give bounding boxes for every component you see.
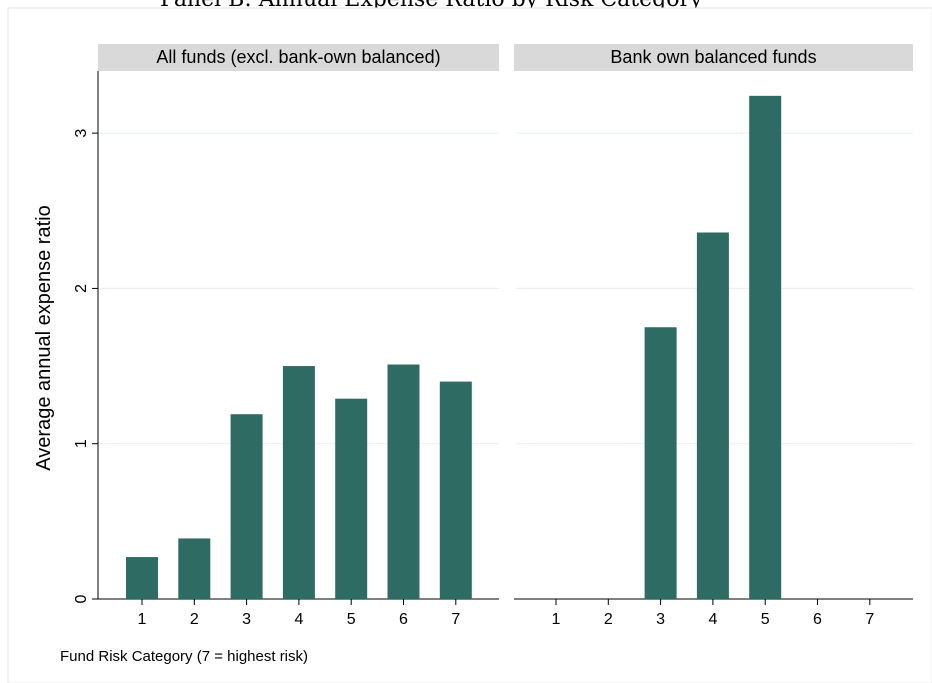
x-tick-label: 7 (451, 611, 460, 628)
x-tick-label: 4 (708, 611, 717, 628)
x-tick-label: 7 (865, 611, 874, 628)
panels: All funds (excl. bank-own balanced) 0 1 2 3 1… (73, 44, 913, 628)
bar (644, 327, 677, 599)
x-tick-label: 3 (656, 611, 665, 628)
bar (335, 398, 368, 599)
y-tick-label: 1 (73, 439, 90, 448)
panel-strip (98, 44, 499, 71)
x-tick-label: 5 (347, 611, 356, 628)
y-tick-label: 0 (73, 594, 90, 603)
x-tick-label: 3 (242, 611, 251, 628)
panel-title: Bank own balanced funds (610, 47, 816, 67)
bar (126, 557, 158, 599)
bar (230, 414, 263, 599)
x-tick-label: 4 (294, 611, 303, 628)
bar (387, 364, 420, 599)
y-tick-label: 2 (73, 284, 90, 293)
bar (282, 366, 315, 599)
bar (749, 95, 782, 600)
panel-1: All funds (excl. bank-own balanced) 0 1 2 3 1… (73, 44, 499, 628)
x-tick-label: 2 (604, 611, 613, 628)
panel-strip (514, 44, 913, 71)
x-tick-label: 6 (813, 611, 822, 628)
panel-title: All funds (excl. bank-own balanced) (156, 47, 440, 67)
y-tick-label: 3 (73, 129, 90, 138)
x-axis-note: Fund Risk Category (7 = highest risk) (60, 648, 308, 665)
bar (178, 538, 211, 599)
bar (696, 232, 729, 599)
x-tick-label: 6 (399, 611, 408, 628)
x-tick-label: 5 (761, 611, 770, 628)
y-axis-title: Average annual expense ratio (33, 205, 55, 470)
x-tick-label: 1 (138, 611, 147, 628)
panel-2: Bank own balanced funds 1 2 3 4 5 6 7 (514, 44, 913, 628)
bar (439, 381, 472, 599)
x-tick-label: 2 (190, 611, 199, 628)
x-tick-label: 1 (552, 611, 561, 628)
